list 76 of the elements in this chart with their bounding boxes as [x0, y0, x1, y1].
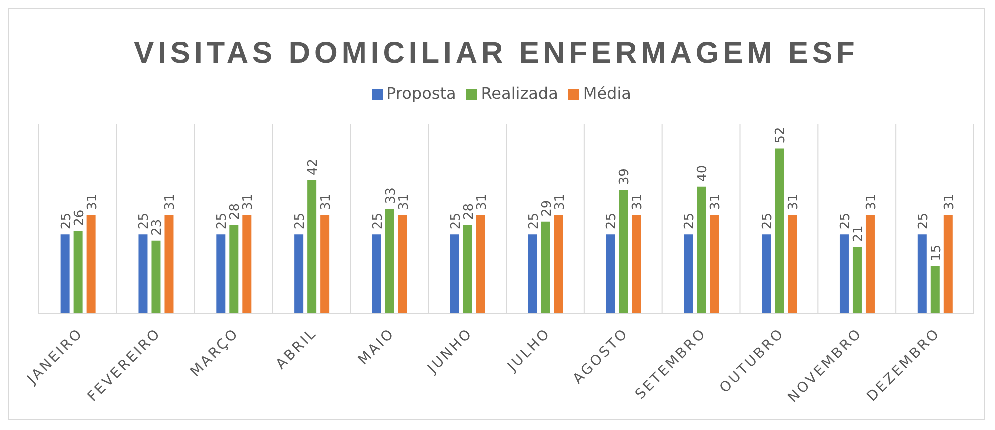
- bar: [463, 225, 472, 314]
- bar: [840, 234, 849, 314]
- data-label: 31: [85, 194, 100, 211]
- data-label: 29: [540, 200, 555, 217]
- bar: [632, 216, 642, 314]
- data-label: 31: [163, 194, 178, 211]
- bar: [216, 234, 226, 314]
- data-label: 25: [293, 213, 308, 230]
- data-label: 31: [630, 194, 646, 211]
- bar: [138, 234, 148, 314]
- legend-label: Média: [583, 84, 632, 103]
- data-label: 25: [215, 213, 230, 230]
- bar: [385, 209, 394, 314]
- data-label: 39: [618, 168, 633, 186]
- bar: [852, 247, 862, 314]
- data-label: 31: [942, 194, 958, 211]
- bar: [788, 216, 798, 314]
- bar: [74, 231, 83, 314]
- data-label: 25: [838, 213, 854, 230]
- legend-label: Proposta: [386, 84, 456, 103]
- data-label: 31: [786, 194, 802, 211]
- chart-title: VISITAS DOMICILIAR ENFERMAGEM ESF: [133, 36, 860, 72]
- data-label: 42: [306, 159, 322, 176]
- data-label: 15: [929, 244, 944, 262]
- bar: [541, 222, 550, 314]
- bar: [944, 216, 953, 314]
- bar: [697, 186, 706, 314]
- bar: [684, 234, 694, 314]
- data-label: 52: [774, 127, 789, 144]
- data-label: 25: [604, 213, 620, 230]
- data-label: 26: [72, 210, 88, 226]
- data-label: 33: [384, 188, 399, 204]
- bar: [242, 216, 252, 314]
- data-label: 25: [760, 213, 776, 230]
- bar: [619, 190, 628, 314]
- bar: [606, 234, 616, 314]
- data-label: 25: [916, 213, 932, 230]
- data-label: 25: [526, 213, 542, 230]
- bar: [60, 234, 70, 314]
- data-label: 31: [708, 194, 724, 211]
- bar: [320, 216, 330, 314]
- data-label: 25: [137, 213, 152, 230]
- bar: [398, 216, 408, 314]
- data-label: 40: [696, 165, 711, 182]
- bar: [775, 148, 784, 314]
- data-label: 31: [864, 194, 880, 211]
- bar: [528, 234, 538, 314]
- bar: [308, 180, 317, 314]
- bar: [476, 216, 486, 314]
- data-label: 28: [228, 203, 244, 220]
- data-label: 25: [59, 213, 74, 230]
- data-label: 25: [682, 213, 698, 230]
- bar: [86, 216, 96, 314]
- data-label: 25: [370, 213, 386, 230]
- bar: [450, 234, 460, 314]
- data-label: 31: [552, 194, 568, 211]
- data-label: 21: [851, 226, 866, 242]
- bar: [230, 225, 239, 314]
- data-label: 31: [241, 194, 256, 211]
- data-label: 31: [474, 194, 490, 211]
- legend-label: Realizada: [481, 84, 558, 103]
- bar: [930, 266, 940, 314]
- data-label: 23: [150, 219, 166, 236]
- bar: [762, 234, 772, 314]
- data-label: 31: [396, 194, 412, 211]
- data-label: 28: [462, 203, 477, 220]
- bar: [710, 216, 720, 314]
- bar: [866, 216, 875, 314]
- bar: [918, 234, 927, 314]
- data-label: 31: [319, 194, 334, 211]
- bar: [152, 240, 161, 314]
- bar: [554, 216, 564, 314]
- bar: [372, 234, 382, 314]
- bar: [294, 234, 304, 314]
- bar: [164, 216, 174, 314]
- data-label: 25: [448, 213, 464, 230]
